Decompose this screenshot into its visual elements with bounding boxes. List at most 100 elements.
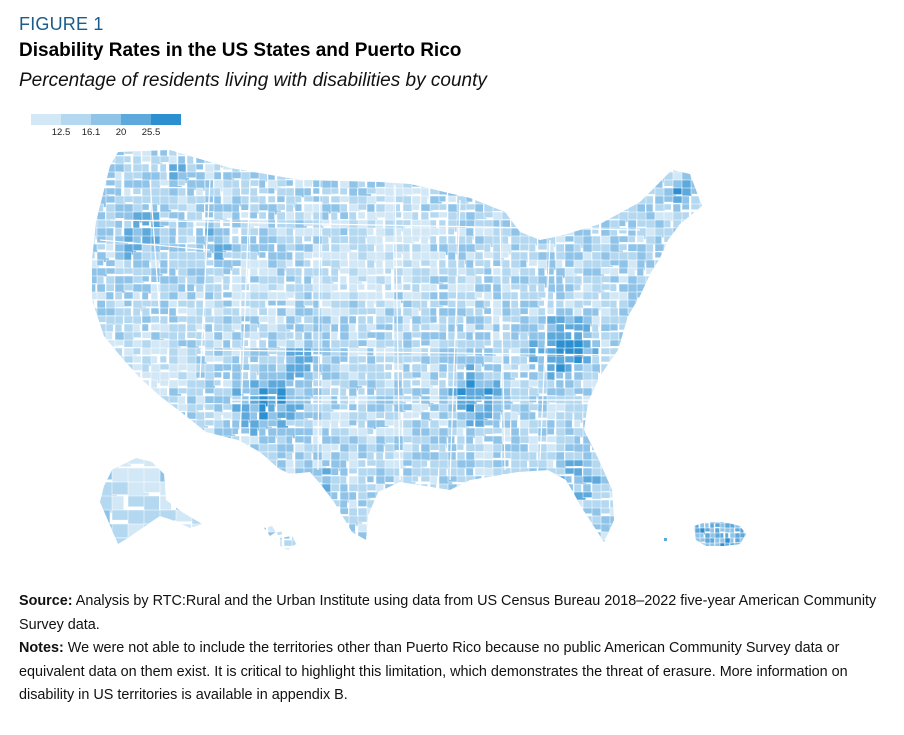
county-cell [609, 323, 619, 332]
county-cell [681, 539, 695, 542]
county-cell [321, 331, 331, 340]
county-cell [283, 547, 293, 550]
county-cell [204, 443, 214, 455]
county-cell [681, 403, 691, 417]
county-cell [420, 275, 430, 284]
county-cell [663, 275, 675, 285]
county-cell [600, 379, 609, 390]
county-cell [672, 339, 686, 352]
county-cell [447, 459, 458, 469]
county-cell [438, 163, 447, 172]
county-cell [519, 331, 529, 341]
county-cell [739, 527, 745, 534]
county-cell [609, 283, 617, 292]
county-cell [546, 475, 559, 485]
county-cell [375, 539, 389, 542]
county-cell [627, 347, 639, 355]
county-cell [645, 323, 660, 335]
county-cell [474, 323, 486, 331]
county-cell [294, 339, 305, 349]
county-cell [195, 427, 205, 438]
county-cell [618, 150, 633, 158]
county-cell [654, 427, 664, 436]
county-cell [111, 481, 131, 495]
county-cell [114, 259, 124, 270]
county-cell [132, 379, 142, 388]
county-cell [582, 195, 591, 208]
county-cell [519, 211, 531, 219]
county-cell [213, 539, 224, 542]
county-cell [600, 211, 612, 221]
county-cell [645, 531, 656, 541]
county-cell [474, 171, 485, 182]
county-cell [636, 387, 647, 401]
county-cell [690, 411, 702, 420]
county-cell [709, 388, 718, 400]
county-cell [438, 491, 448, 504]
county-cell [699, 259, 702, 269]
county-cell [330, 507, 339, 518]
county-cell [591, 203, 603, 214]
county-cell [105, 347, 116, 358]
county-cell [357, 163, 371, 172]
county-cell [291, 547, 296, 550]
county-cell [191, 495, 202, 517]
county-cell [645, 163, 654, 176]
county-cell [739, 522, 744, 525]
county-cell [384, 195, 396, 203]
county-cell [627, 187, 636, 197]
county-cell [177, 179, 186, 186]
county-cell [92, 379, 97, 392]
county-cell [744, 537, 746, 543]
county-cell [645, 395, 653, 407]
legend-swatch-5 [151, 114, 181, 125]
county-cell [231, 211, 241, 222]
county-cell [465, 531, 476, 539]
county-cell [591, 171, 600, 184]
county-cell [699, 283, 702, 293]
county-cell [321, 171, 336, 179]
county-cell [663, 179, 675, 187]
county-cell [627, 323, 638, 332]
county-cell [573, 267, 584, 275]
county-cell [411, 475, 419, 482]
county-cell [312, 507, 325, 519]
county-cell [402, 483, 410, 496]
county-cell [222, 531, 231, 540]
county-cell [729, 542, 738, 546]
county-cell [483, 195, 495, 206]
county-cell [709, 324, 721, 335]
county-cell [501, 275, 510, 285]
county-cell [483, 411, 493, 419]
county-cell [150, 387, 161, 399]
county-cell [330, 155, 339, 165]
county-cell [465, 539, 480, 542]
county-cell [681, 243, 691, 255]
county-cell [213, 523, 224, 531]
county-cell [528, 491, 539, 502]
county-cell [663, 203, 672, 211]
county-cell [492, 523, 504, 536]
county-cell [231, 475, 240, 484]
county-cell [465, 163, 474, 174]
county-cell [672, 355, 682, 363]
county-cell [492, 475, 503, 483]
county-cell [312, 515, 320, 529]
county-cell [447, 339, 459, 348]
county-cell [456, 507, 468, 516]
county-cell [720, 548, 727, 553]
county-cell [709, 404, 719, 415]
county-cell [384, 499, 395, 512]
county-cell [591, 179, 600, 187]
county-cell [232, 548, 244, 558]
county-cell [627, 419, 637, 431]
county-cell [222, 371, 231, 380]
county-cell [150, 443, 161, 456]
county-cell [285, 515, 296, 527]
county-cell [690, 483, 702, 493]
county-cell [141, 387, 151, 394]
county-cell [114, 171, 123, 181]
county-cell [438, 291, 450, 301]
county-cell [186, 435, 199, 448]
county-cell [267, 483, 278, 491]
